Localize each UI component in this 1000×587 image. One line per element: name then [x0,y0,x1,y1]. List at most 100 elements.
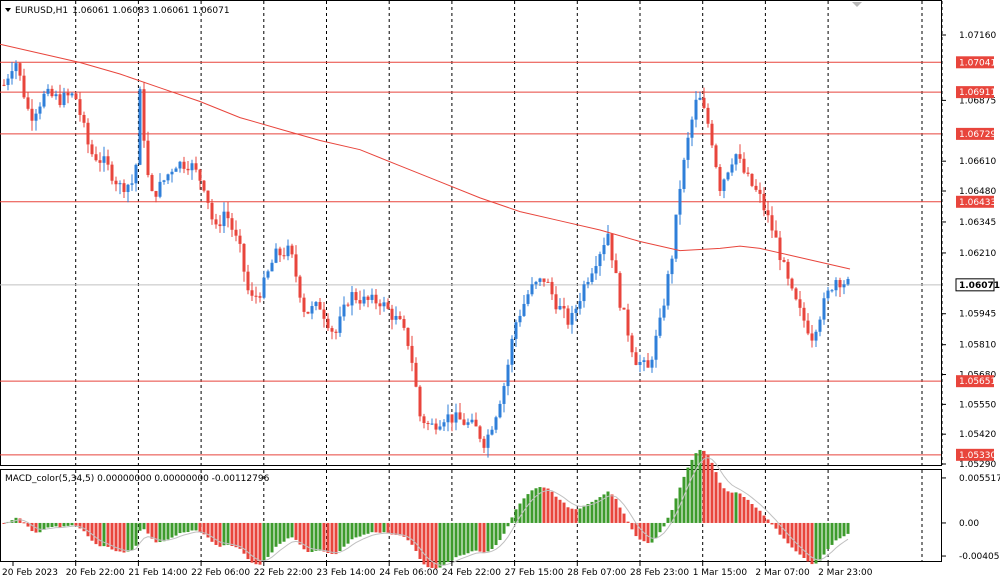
macd-bar [202,522,206,535]
macd-bar [298,522,302,545]
candle-body [442,422,446,427]
candle-body [714,145,718,168]
macd-bar [150,522,154,539]
candle-body [666,274,670,306]
macd-bar [606,491,610,523]
time-label: 1 Mar 15:00 [693,568,748,578]
candle-body [486,434,490,448]
macd-bar [198,522,202,532]
macd-bar [542,487,546,523]
level-tag [956,56,994,69]
level-label: 1.07041 [959,58,996,68]
candle-body [834,280,838,291]
candle-body [454,412,458,423]
macd-bar [386,522,390,533]
candle-body [606,233,610,246]
candle-body [678,188,682,215]
candle-body [614,260,618,274]
candle-body [598,254,602,267]
time-label: 20 Feb 22:00 [66,568,125,578]
candle-body [682,159,686,189]
candle-body [74,93,78,100]
level-label: 1.06911 [959,88,996,98]
candle-body [106,156,110,165]
level-tag [956,448,994,461]
time-label: 28 Feb 07:00 [567,568,626,578]
symbol-label: EURUSD,H1 [15,6,68,16]
candle-body [102,156,106,163]
candle-body [394,315,398,320]
price-tick-label: 1.05945 [959,310,996,320]
macd-bar [454,522,458,558]
candle-body [566,308,570,325]
candle-body [586,281,590,285]
candle-body [426,423,430,425]
candle-body [190,163,194,171]
price-pane [0,0,942,466]
macd-bar [778,522,782,535]
macd-bar [170,522,174,538]
macd-bar [694,453,698,523]
candle-body [770,215,774,231]
candle-body [630,335,634,353]
macd-bar [290,522,294,538]
macd-bar [482,522,486,554]
macd-bar [802,522,806,558]
candle-body [830,290,834,292]
candle-body [178,161,182,169]
macd-bar [726,491,730,523]
candle-body [406,327,410,346]
macd-bar [2,522,6,524]
macd-bar [602,494,606,523]
macd-bar [74,522,78,526]
macd-bar [618,507,622,523]
macd-bar [830,522,834,545]
macd-bar [466,522,470,554]
price-pane-body [0,43,941,458]
macd-bar [94,522,98,545]
candle-body [82,114,86,123]
macd-bar [474,522,478,551]
candle-body [242,243,246,272]
candle-body [362,296,366,304]
macd-bar [54,522,58,527]
macd-bar [554,496,558,523]
collapse-icon[interactable] [852,2,862,7]
candle-body [34,113,38,121]
macd-bar [666,517,670,523]
candle-body [230,218,234,230]
candle-body [594,266,598,274]
time-axis: 20 Feb 2023 20 Feb 22:00 21 Feb 14:00 22 Fe… [2,562,873,578]
candle-body [66,92,70,96]
macd-bar [422,522,426,565]
macd-bar [50,522,54,528]
macd-bar [406,522,410,541]
candle-body [506,364,510,387]
candle-body [130,183,134,185]
candle-body [590,273,594,282]
candle-body [174,168,178,172]
candle-body [658,317,662,336]
macd-bar [438,522,442,568]
candle-body [126,184,130,192]
macd-bar [162,522,166,542]
candle-body [730,164,734,173]
macd-bar [370,522,374,533]
candle-body [334,331,338,333]
candle-body [722,179,726,191]
candle-body [554,294,558,310]
macd-bar [138,522,142,531]
macd-signal-line [3,457,849,566]
candle-body [166,174,170,181]
macd-bar [130,522,134,551]
candle-body [258,296,262,298]
candle-body [838,280,842,288]
svg-text:EURUSD,H11.06061 1.06083 1.060: EURUSD,H1 1.06061 1.06083 1.06061 1.06071 [15,6,230,16]
symbol-menu-icon[interactable] [5,8,11,12]
candle-body [446,414,450,423]
macd-bar [234,522,238,548]
candle-body [738,154,742,159]
candle-body [210,202,214,220]
macd-bar [514,509,518,523]
macd-bar [690,459,694,523]
